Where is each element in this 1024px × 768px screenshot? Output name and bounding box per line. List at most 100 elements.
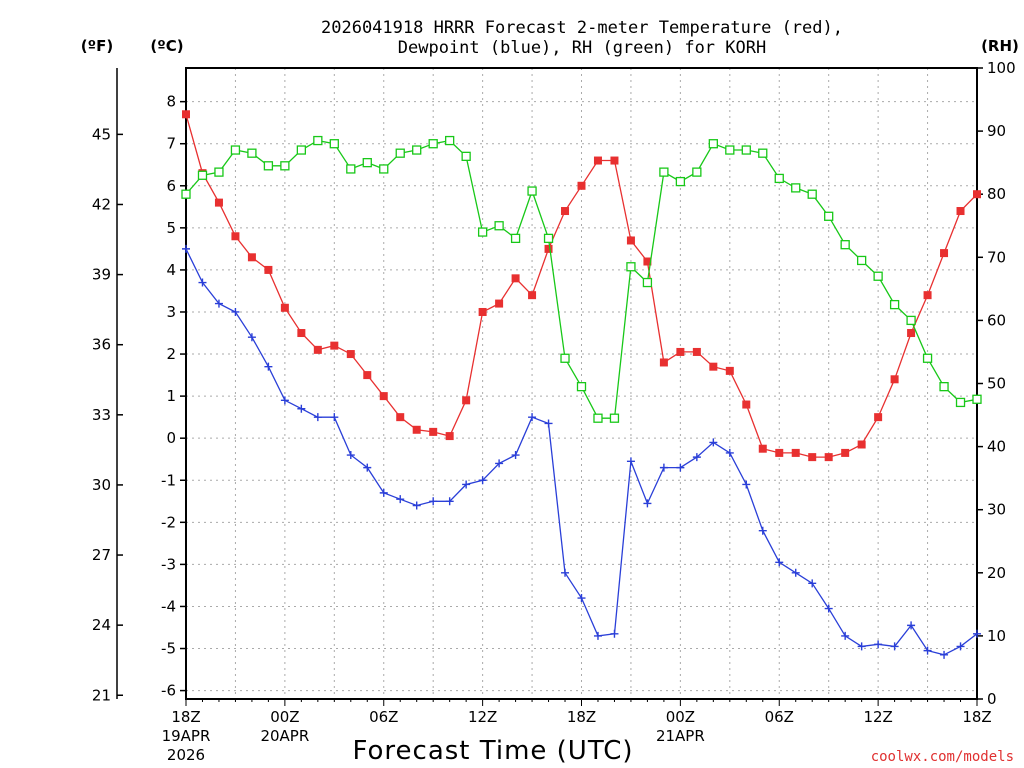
rh-point bbox=[955, 397, 966, 408]
x-tick-date: 21APR bbox=[656, 727, 705, 745]
dewpoint-point bbox=[396, 495, 405, 504]
dewpoint-point bbox=[841, 631, 850, 640]
dewpoint-point bbox=[808, 579, 817, 588]
rh-point bbox=[412, 145, 422, 155]
rh-point bbox=[296, 145, 307, 155]
temperature-point bbox=[593, 156, 602, 165]
rh-point bbox=[280, 161, 290, 171]
celsius-tick-label: 1 bbox=[166, 387, 176, 405]
rh-point bbox=[510, 233, 521, 244]
temperature-point bbox=[561, 207, 570, 216]
rh-tick-label: 80 bbox=[987, 185, 1006, 203]
temperature-point bbox=[396, 413, 405, 422]
temperature-point bbox=[445, 432, 454, 441]
dewpoint-point bbox=[659, 463, 668, 472]
rh-point bbox=[725, 145, 735, 155]
temperature-point bbox=[231, 232, 240, 241]
rh-point bbox=[840, 240, 850, 250]
fahrenheit-tick-label: 45 bbox=[92, 125, 111, 143]
dewpoint-point bbox=[346, 451, 355, 460]
chart-title: 2026041918 HRRR Forecast 2-meter Tempera… bbox=[321, 18, 843, 58]
rh-tick-label: 10 bbox=[987, 627, 1006, 645]
temperature-point bbox=[214, 198, 223, 207]
dewpoint-point bbox=[313, 413, 322, 422]
dewpoint-point bbox=[511, 451, 520, 460]
x-tick-label: 06Z bbox=[765, 708, 794, 726]
fahrenheit-tick-label: 36 bbox=[92, 336, 111, 354]
dewpoint-point bbox=[956, 642, 965, 651]
rh-point bbox=[230, 145, 241, 155]
celsius-tick-label: 3 bbox=[166, 303, 176, 321]
rh-point bbox=[774, 173, 784, 184]
x-tick-label: 18Z bbox=[567, 708, 596, 726]
celsius-tick-label: 8 bbox=[166, 93, 176, 111]
dewpoint-point bbox=[610, 629, 619, 638]
temperature-point bbox=[528, 291, 537, 300]
temperature-point bbox=[940, 249, 949, 258]
dewpoint-point bbox=[462, 480, 471, 489]
rh-point bbox=[494, 221, 504, 231]
temperature-point bbox=[692, 347, 701, 356]
rh-point bbox=[824, 211, 834, 221]
rh-point bbox=[560, 353, 570, 363]
rh-point bbox=[856, 255, 867, 266]
dewpoint-point bbox=[297, 404, 306, 413]
dewpoint-point bbox=[412, 501, 421, 510]
rh-point bbox=[181, 189, 191, 199]
rh-unit-label: (RH) bbox=[981, 37, 1019, 55]
rh-point bbox=[807, 189, 817, 199]
rh-tick-label: 40 bbox=[987, 438, 1006, 456]
temperature-point bbox=[429, 427, 438, 436]
temperature-point bbox=[330, 341, 339, 350]
celsius-unit-label: (ºC) bbox=[150, 37, 183, 55]
rh-point bbox=[972, 394, 982, 404]
dewpoint-point bbox=[214, 299, 223, 308]
celsius-tick-label: 6 bbox=[166, 177, 176, 195]
fahrenheit-tick-label: 27 bbox=[92, 546, 111, 564]
x-tick-label: 06Z bbox=[369, 708, 398, 726]
rh-point bbox=[609, 413, 620, 423]
temperature-point bbox=[709, 362, 718, 371]
dewpoint-point bbox=[857, 642, 866, 651]
temperature-point bbox=[363, 371, 372, 380]
temperature-point bbox=[462, 396, 471, 405]
temperature-point bbox=[313, 345, 322, 354]
temperature-point bbox=[857, 440, 866, 449]
temperature-point bbox=[478, 307, 487, 316]
dewpoint-point bbox=[577, 594, 586, 603]
dewpoint-point bbox=[775, 558, 784, 567]
dewpoint-point bbox=[709, 438, 718, 447]
temperature-point bbox=[280, 303, 289, 312]
temperature-point bbox=[511, 274, 520, 283]
fahrenheit-tick-label: 42 bbox=[92, 195, 111, 213]
rh-point bbox=[527, 186, 537, 196]
rh-point bbox=[362, 157, 372, 168]
temperature-point bbox=[841, 448, 850, 457]
dewpoint-point bbox=[478, 476, 487, 485]
dewpoint-point bbox=[379, 488, 388, 497]
chart-title-line-2: Dewpoint (blue), RH (green) for KORH bbox=[398, 38, 766, 58]
celsius-tick-label: -5 bbox=[161, 640, 176, 658]
x-tick-year: 2026 bbox=[167, 746, 205, 764]
temperature-point bbox=[890, 375, 899, 384]
rh-point bbox=[659, 167, 669, 177]
rh-point bbox=[247, 148, 257, 158]
temperature-point bbox=[676, 347, 685, 356]
x-tick-label: 00Z bbox=[666, 708, 695, 726]
rh-tick-label: 20 bbox=[987, 564, 1006, 582]
rh-tick-label: 70 bbox=[987, 248, 1006, 266]
rh-point bbox=[313, 135, 323, 146]
temperature-point bbox=[824, 453, 833, 462]
temperature-point bbox=[758, 444, 767, 453]
rh-point bbox=[642, 277, 653, 288]
dewpoint-point bbox=[692, 453, 701, 462]
rh-point bbox=[379, 164, 389, 174]
rh-point bbox=[395, 148, 405, 158]
dewpoint-point bbox=[264, 362, 273, 371]
dewpoint-point bbox=[280, 396, 289, 405]
temperature-point bbox=[297, 329, 306, 338]
x-tick-label: 12Z bbox=[468, 708, 497, 726]
dewpoint-point bbox=[231, 307, 240, 316]
dewpoint-point bbox=[198, 278, 207, 287]
